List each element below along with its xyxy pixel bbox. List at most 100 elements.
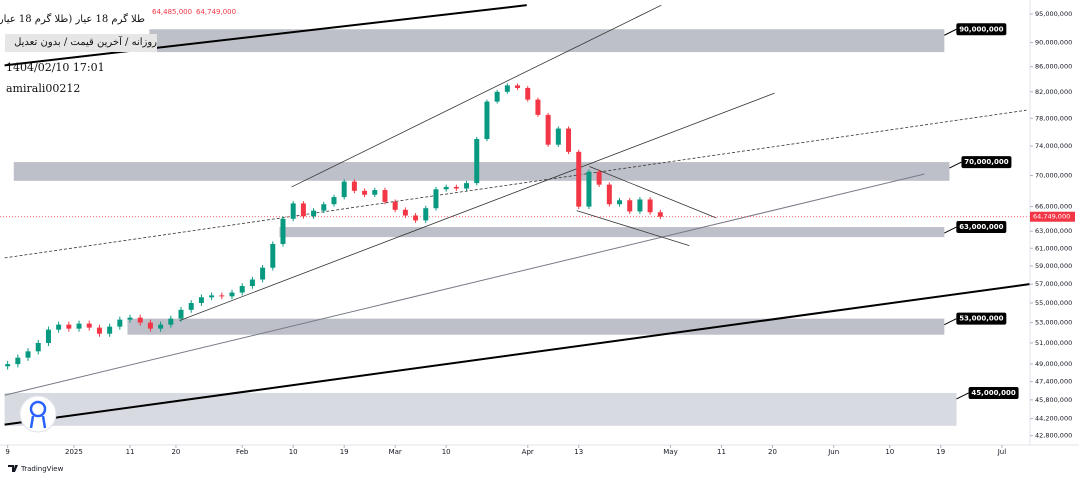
candle-body (484, 101, 490, 140)
x-tick-label: 2025 (65, 448, 83, 456)
zone-label-box (956, 221, 1007, 234)
candle-body (168, 318, 174, 325)
candle-body (576, 151, 582, 207)
logo-icon (29, 400, 47, 418)
candle-body (229, 292, 235, 297)
tv-icon (8, 465, 18, 472)
zone (127, 318, 945, 335)
candle-body (637, 199, 643, 212)
candle-body (566, 128, 572, 152)
candle-body (423, 208, 429, 221)
footer-brand: TradingView (20, 465, 64, 473)
x-tick-label: 19 (936, 448, 945, 456)
x-tick-label: 20 (171, 448, 180, 456)
y-tick-label: 53,000,000 (1035, 319, 1072, 327)
candles (5, 83, 663, 370)
zone-label: 53,000,000 (959, 315, 1003, 323)
x-tick-label: Jul (997, 448, 1007, 456)
x-tick-label: Feb (236, 448, 249, 456)
candle-body (45, 329, 51, 343)
trendline (4, 109, 1027, 259)
header-price: 64,749,000 (196, 8, 237, 16)
y-tick-label: 42,800,000 (1035, 432, 1072, 440)
candle-body (453, 186, 459, 189)
trendline (589, 166, 717, 219)
candle-body (198, 297, 204, 304)
y-tick-label: 63,000,000 (1035, 227, 1072, 235)
candle-body (137, 317, 143, 323)
zone (4, 392, 957, 426)
trendline (4, 4, 527, 67)
y-tick-label: 74,000,000 (1035, 142, 1072, 150)
candle-body (147, 322, 153, 329)
candle-body (515, 85, 521, 88)
zone-label-box (961, 156, 1012, 169)
candle-body (209, 295, 215, 298)
author: amirali00212 (6, 82, 81, 95)
x-tick-label: 11 (126, 448, 135, 456)
candle-body (66, 324, 72, 329)
y-tick-label: 45,800,000 (1035, 396, 1072, 404)
x-tick-label: Mar (389, 448, 402, 456)
candle-body (300, 203, 306, 217)
trendline (179, 92, 775, 321)
candle-body (606, 184, 612, 205)
candle-body (494, 91, 500, 102)
zone-connector (956, 392, 969, 400)
candle-body (188, 303, 194, 310)
candle-body (260, 267, 266, 280)
y-tick-label: 66,000,000 (1035, 203, 1072, 211)
candle-body (127, 317, 133, 320)
candle-body (35, 342, 41, 352)
candle-body (617, 200, 623, 205)
candle-body (545, 114, 551, 145)
header-price: 64,485,000 (152, 8, 193, 16)
candle-body (76, 323, 82, 329)
y-tick-label: 90,000,000 (1035, 39, 1072, 47)
zone (13, 162, 950, 181)
candle-body (290, 203, 296, 219)
candle-body (464, 183, 470, 189)
candle-body (158, 324, 164, 329)
candle-body (535, 99, 541, 115)
zone-connector (944, 226, 957, 234)
x-tick-label: May (663, 448, 677, 456)
candle-body (627, 200, 633, 212)
candle-body (178, 309, 184, 319)
chart-title: طلا گرم 18 عیار (طلا گرم 18 عیار) (0, 14, 145, 30)
trendline (4, 173, 925, 396)
zone-connector (949, 161, 962, 169)
candle-body (117, 319, 123, 327)
chart-subtitle: روزانه / آخرین قیمت / بدون تعدیل (5, 34, 157, 52)
y-tick-label: 59,000,000 (1035, 262, 1072, 270)
zones: 90,000,000 70,000,000 63,000,000 53,000,000… (4, 23, 1019, 426)
candle-body (392, 201, 398, 210)
candle-body (586, 171, 592, 207)
trendline (576, 210, 690, 247)
candle-body (351, 181, 357, 191)
candle-body (270, 243, 276, 268)
trendline (291, 4, 662, 188)
y-tick-label: 51,000,000 (1035, 339, 1072, 347)
zone-connector (944, 28, 957, 36)
x-tick-label: 9 (5, 448, 9, 456)
last-price-box (1030, 211, 1075, 222)
candle-body (657, 212, 663, 217)
candle-body (555, 128, 561, 145)
x-tick-label: 19 (340, 448, 349, 456)
y-tick-label: 49,000,000 (1035, 360, 1072, 368)
y-tick-label: 55,000,000 (1035, 299, 1072, 307)
candle-body (362, 190, 368, 195)
candle-body (474, 139, 480, 184)
candle-body (5, 364, 11, 367)
timestamp: 1404/02/10 17:01 (6, 61, 105, 74)
candle-body (596, 171, 602, 185)
zone-connector (944, 318, 957, 326)
zone-label: 70,000,000 (964, 158, 1008, 166)
zone (149, 29, 945, 53)
candle-body (107, 326, 113, 334)
candle-body (280, 218, 286, 244)
zone (279, 227, 945, 238)
candle-body (15, 357, 21, 365)
